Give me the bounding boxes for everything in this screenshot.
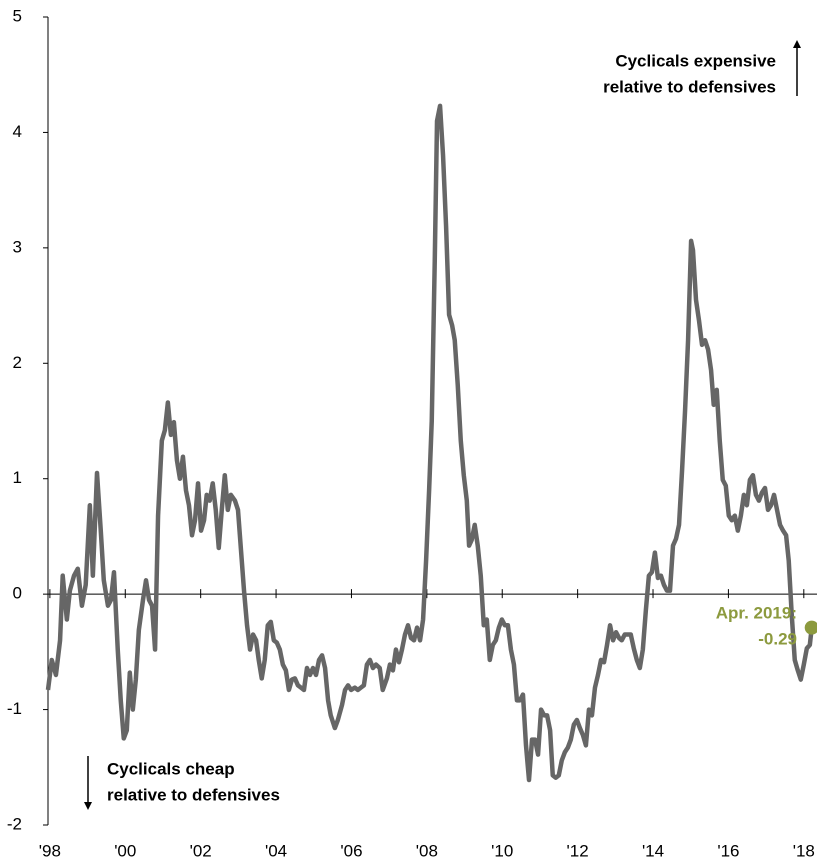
x-tick-label: '10	[491, 841, 513, 860]
annotation: relative to defensives	[107, 785, 280, 804]
x-tick-label: '14	[642, 841, 664, 860]
x-tick-label: '04	[265, 841, 287, 860]
y-tick-label: 2	[13, 353, 22, 372]
y-tick-label: 0	[13, 584, 22, 603]
y-tick-label: 5	[13, 6, 22, 25]
y-tick-label: 1	[13, 468, 22, 487]
annotation: Cyclicals expensive	[615, 51, 776, 70]
x-tick-label: '18	[793, 841, 815, 860]
data-line	[45, 103, 814, 783]
annotation: relative to defensives	[603, 77, 776, 96]
x-tick-label: '02	[190, 841, 212, 860]
annotation: Cyclicals cheap	[107, 759, 235, 778]
annotation: -0.29	[758, 629, 797, 648]
x-tick-label: '98	[39, 841, 61, 860]
y-tick-label: -1	[7, 699, 22, 718]
latest-point	[804, 620, 817, 635]
x-tick-label: '12	[567, 841, 589, 860]
annotation: Apr. 2019:	[716, 603, 797, 622]
y-tick-label: 3	[13, 237, 22, 256]
y-tick-label: 4	[13, 122, 22, 141]
y-tick-label: -2	[7, 814, 22, 833]
x-tick-label: '08	[416, 841, 438, 860]
x-tick-label: '16	[717, 841, 739, 860]
x-tick-label: '06	[340, 841, 362, 860]
x-tick-label: '00	[114, 841, 136, 860]
